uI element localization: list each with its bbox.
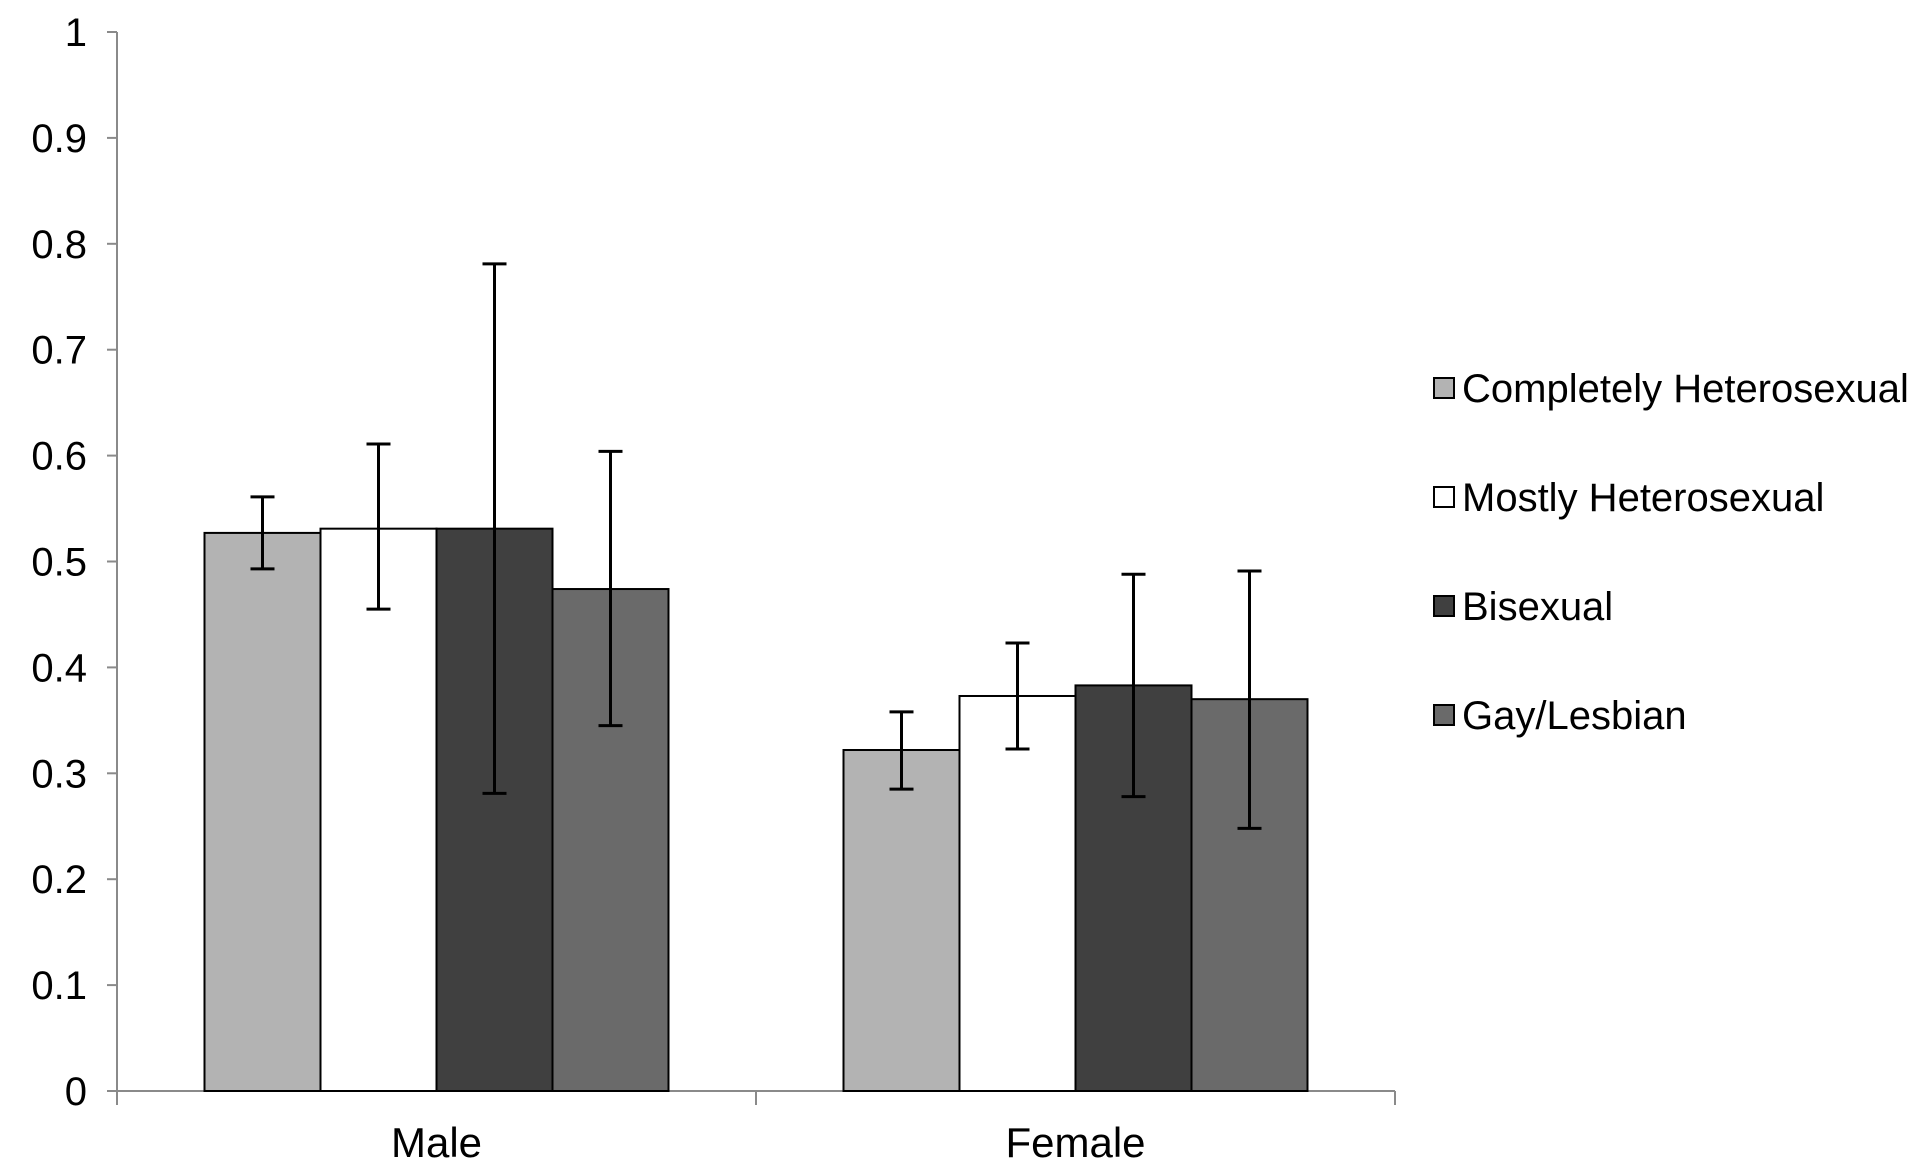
legend-label: Gay/Lesbian bbox=[1462, 694, 1687, 738]
y-axis: 0 0.1 0.2 0.3 0.4 0.5 0.6 0.7 0.8 0.9 1 bbox=[31, 11, 118, 1114]
bar bbox=[1074, 684, 1193, 1092]
error-bars bbox=[250, 262, 1262, 830]
bar bbox=[842, 749, 961, 1092]
legend: Completely Heterosexual Mostly Heterosexu… bbox=[1433, 367, 1909, 738]
y-tick-label: 1 bbox=[65, 11, 87, 55]
legend-label: Mostly Heterosexual bbox=[1462, 476, 1824, 520]
x-axis: Male Female bbox=[116, 1090, 1396, 1166]
legend-swatch bbox=[1433, 486, 1455, 508]
bar bbox=[203, 531, 322, 1092]
y-tick-label: 0.4 bbox=[31, 646, 87, 690]
legend-swatch bbox=[1433, 704, 1455, 726]
y-tick-label: 0.6 bbox=[31, 435, 87, 479]
x-category-label: Female bbox=[1005, 1119, 1145, 1166]
legend-swatch bbox=[1433, 377, 1455, 399]
y-tick-label: 0.7 bbox=[31, 329, 87, 373]
y-tick-label: 0.9 bbox=[31, 117, 87, 161]
y-tick-label: 0.1 bbox=[31, 964, 87, 1008]
y-tick-label: 0.8 bbox=[31, 223, 87, 267]
bars bbox=[203, 527, 1309, 1092]
x-category-label: Male bbox=[391, 1119, 482, 1166]
y-tick-label: 0.2 bbox=[31, 858, 87, 902]
legend-swatch bbox=[1433, 595, 1455, 617]
y-tick-label: 0.5 bbox=[31, 541, 87, 585]
legend-label: Bisexual bbox=[1462, 585, 1613, 629]
bar bbox=[958, 694, 1077, 1092]
bar bbox=[319, 527, 438, 1092]
y-tick-label: 0.3 bbox=[31, 752, 87, 796]
legend-label: Completely Heterosexual bbox=[1462, 367, 1909, 411]
y-tick-label: 0 bbox=[65, 1070, 87, 1114]
